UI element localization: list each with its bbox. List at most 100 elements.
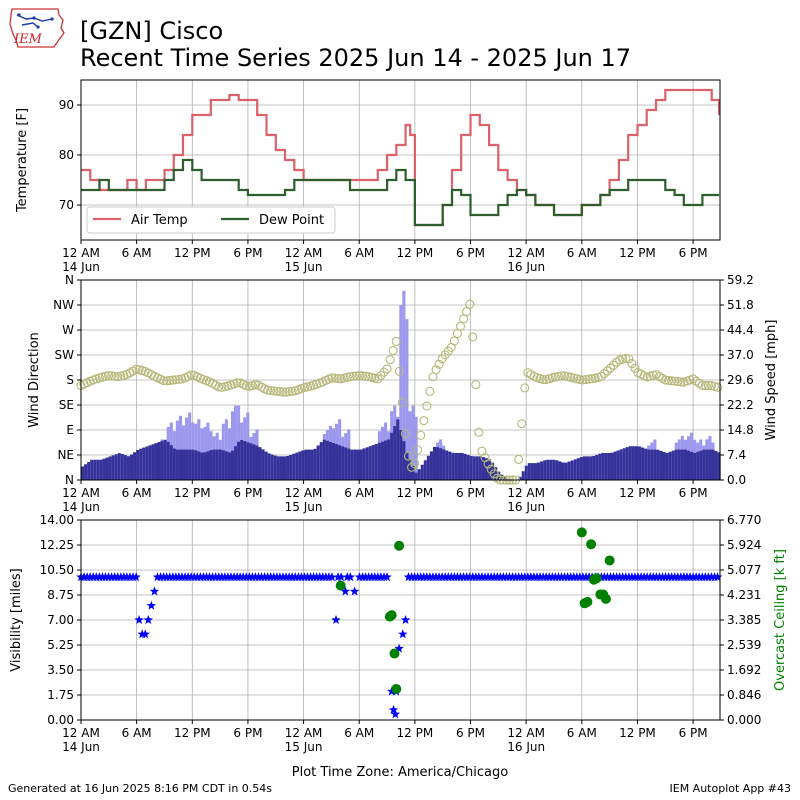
wind-speed-bar (331, 443, 336, 480)
wind-speed-ytick-label-right: 29.6 (727, 373, 754, 387)
wind-direction-point (168, 375, 178, 385)
wind-gust-bar (230, 411, 235, 480)
wind-speed-bar (203, 452, 207, 480)
wind-speed-bar (237, 441, 241, 480)
wind-speed-bar (585, 456, 590, 480)
x-tick-label: 12 AM (285, 246, 323, 260)
x-tick-label: 12 AM (507, 726, 545, 740)
wind-speed-bar (380, 441, 384, 480)
ceiling-point (586, 539, 597, 550)
wind-speed-bar (136, 450, 140, 480)
wind-speed-bar (561, 462, 565, 480)
wind-direction-point (278, 387, 288, 397)
wind-speed-bar (160, 440, 164, 480)
wind-speed-bar (478, 456, 482, 480)
wind-gust-bar (185, 417, 189, 480)
wind-speed-bar (530, 463, 534, 480)
wind-speed-bar (558, 461, 562, 480)
wind-speed-bar (589, 456, 593, 480)
wind-speed-bar (117, 453, 121, 480)
x-tick-label: 6 PM (456, 246, 485, 260)
wind-speed-bar (417, 469, 421, 480)
wind-gust-bar (414, 416, 418, 480)
wind-speed-bar (96, 459, 100, 480)
wind-direction-point (489, 469, 499, 479)
vis-panel-border (80, 519, 721, 721)
visibility-ytick-label: 7.00 (47, 613, 74, 627)
wind-direction-point (284, 387, 294, 397)
wind-speed-bar (234, 446, 238, 480)
wind-direction-point (275, 387, 285, 397)
wind-speed-bar (148, 445, 152, 480)
wind-direction-point (266, 385, 276, 396)
wind-direction-point (287, 386, 297, 396)
x-date-label: 16 Jun (507, 740, 545, 754)
wind-speed-bar (289, 454, 293, 480)
wind-speed-bar (408, 459, 412, 480)
wind-direction-point (608, 360, 619, 370)
wind-direction-point (358, 371, 368, 381)
x-tick-label: 12 PM (397, 486, 434, 500)
visibility-marker (345, 572, 356, 582)
wind-speed-bar (460, 452, 464, 480)
wind-speed-bar (647, 449, 651, 480)
visibility-marker (140, 629, 150, 639)
wind-speed-bar (188, 449, 192, 480)
wind-speed-bar (181, 449, 186, 480)
wind-speed-bar (383, 440, 388, 480)
temp-ytick-label: 90 (59, 98, 74, 112)
wind-speed-bar (693, 452, 697, 480)
logo-text: IEM (13, 32, 43, 47)
x-date-label: 15 Jun (285, 260, 323, 274)
wind-direction-point (553, 371, 563, 381)
wind-speed-bar (674, 449, 678, 480)
wind-direction-point (700, 381, 710, 391)
wind-speed-bar (494, 467, 498, 480)
wind-speed-bar (613, 451, 617, 480)
wind-direction-point (575, 374, 585, 385)
wind-direction-point (348, 371, 358, 381)
ceiling-point (600, 593, 611, 604)
wind-speed-bar (387, 439, 391, 480)
wind-speed-bar (273, 455, 277, 480)
wind-dir-ytick-label: E (66, 423, 74, 437)
wind-speed-bar (543, 460, 547, 480)
wind-speed-bar (292, 453, 296, 480)
wind-dir-ytick-label: W (62, 323, 74, 337)
wind-direction-point (113, 372, 123, 382)
ceiling-ytick-label-right: 0.000 (727, 713, 761, 727)
wind-direction-point (624, 354, 634, 364)
x-tick-label: 6 PM (679, 726, 708, 740)
wind-speed-bar (662, 451, 666, 480)
x-date-label: 15 Jun (285, 740, 323, 754)
wind-speed-bar (463, 453, 467, 480)
x-tick-label: 12 AM (285, 486, 323, 500)
visibility-marker (400, 615, 411, 624)
wind-direction-point (174, 374, 184, 384)
wind-speed-bar (390, 432, 394, 480)
x-date-label: 16 Jun (507, 260, 545, 274)
wind-speed-bar (359, 449, 363, 480)
wind-direction-point (578, 375, 588, 385)
wind-direction-point (431, 365, 441, 375)
ceiling-ytick-label-right: 3.385 (727, 613, 761, 627)
wind-speed-ytick-label-right: 7.4 (727, 448, 746, 462)
x-tick-label: 6 PM (679, 246, 708, 260)
wind-speed-bar (650, 449, 654, 480)
wind-direction-point (627, 359, 637, 369)
wind-direction-point (361, 371, 371, 381)
wind-speed-bar (699, 450, 703, 480)
visibility-marker (327, 572, 337, 582)
wind-speed-bar (533, 463, 538, 480)
wind-direction-point (538, 374, 548, 385)
visibility-ytick-label: 5.25 (47, 638, 74, 652)
wind-speed-bar (592, 455, 596, 480)
visibility-marker (149, 586, 160, 596)
x-date-label: 14 Jun (62, 260, 100, 274)
wind-direction-point (388, 346, 398, 356)
page-title: [GZN] Cisco (80, 17, 224, 45)
ceiling-point (591, 573, 602, 584)
x-tick-label: 12 PM (619, 246, 656, 260)
wind-dir-ytick-label: NW (53, 298, 74, 312)
x-tick-label: 12 PM (174, 486, 211, 500)
